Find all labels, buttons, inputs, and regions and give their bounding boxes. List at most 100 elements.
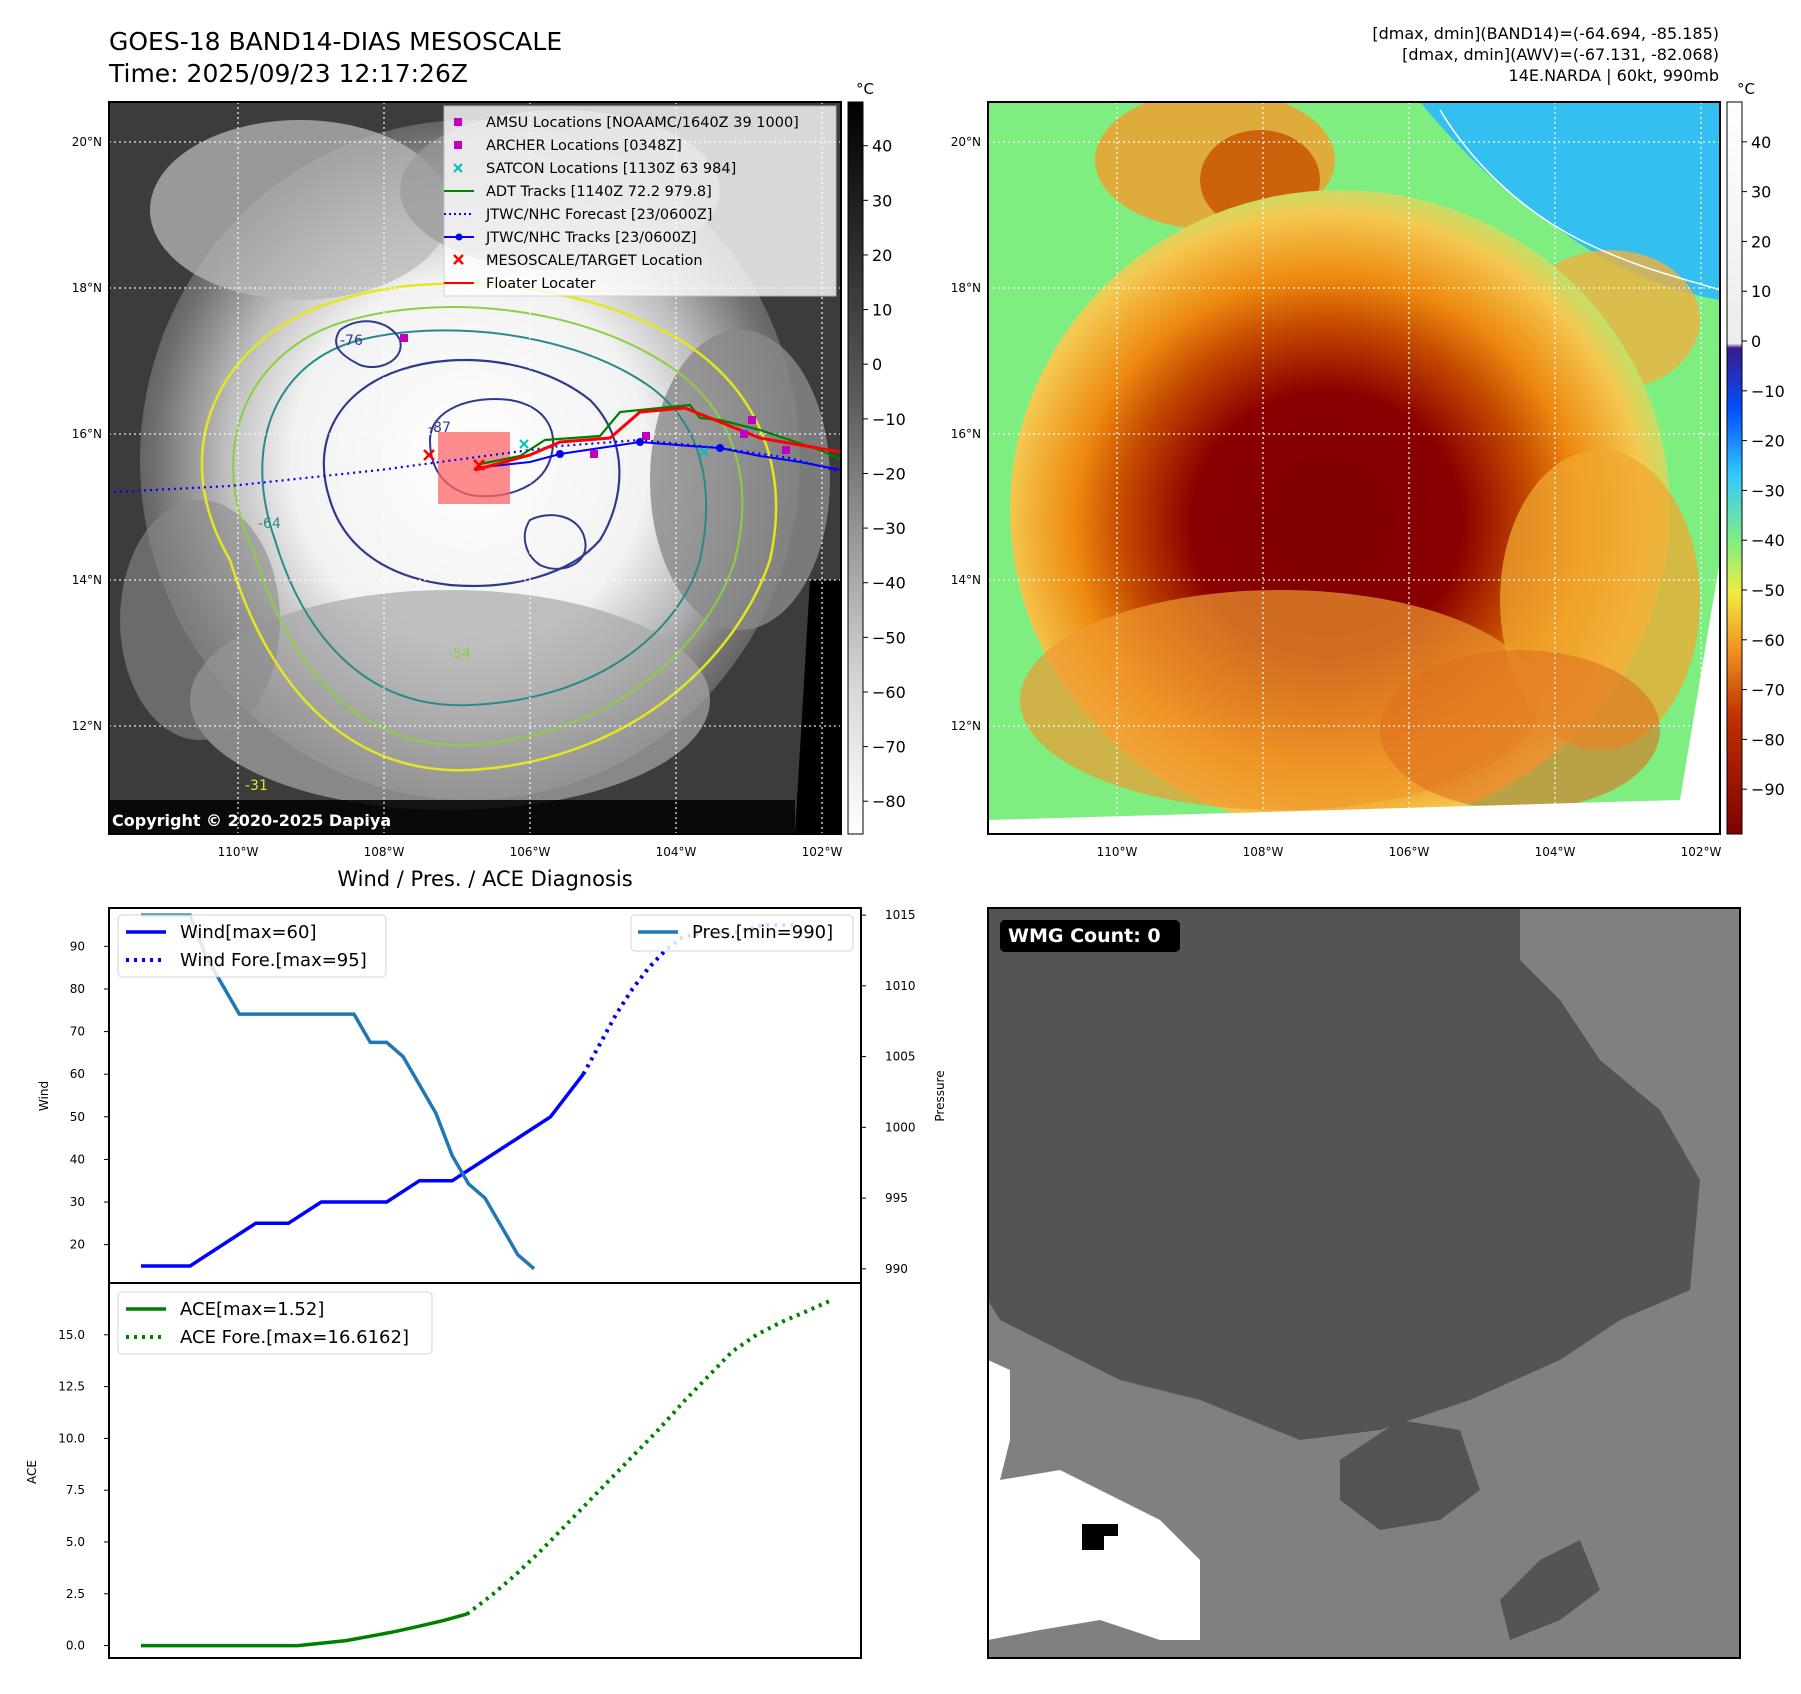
colorbar-tick-label: −20 [1751, 432, 1785, 451]
y-tick-label: 80 [70, 982, 85, 996]
figure-title: GOES-18 BAND14-DIAS MESOSCALE [109, 27, 562, 56]
pressure-axis-label: Pressure [933, 1070, 947, 1121]
legend-tracks: JTWC/NHC Tracks [23/0600Z] [485, 230, 697, 246]
y-tick-label: 995 [885, 1191, 908, 1205]
map-legend: AMSU Locations [NOAAMC/1640Z 39 1000] AR… [443, 105, 837, 297]
legend-pressure: Pres.[min=990] [692, 922, 833, 943]
floater-box [438, 432, 510, 504]
lat-tick: 12°N [72, 719, 102, 733]
pressure-legend: Pres.[min=990] [630, 914, 854, 952]
lat-tick: 14°N [72, 573, 102, 587]
lon-tick: 104°W [1535, 845, 1576, 859]
y-tick-label: 1005 [885, 1050, 916, 1064]
y-tick-label: 15.0 [58, 1328, 85, 1342]
clear-sky-region [1420, 102, 1720, 300]
colorbar-tick-label: 0 [1751, 332, 1761, 351]
series-line-wind-fore- [581, 923, 797, 1076]
colorbar-tick-label: −40 [872, 574, 906, 593]
contour-label: -31 [245, 778, 268, 794]
colorbar-tick-label: −80 [1751, 730, 1785, 749]
figure-timestamp: Time: 2025/09/23 12:17:26Z [108, 59, 468, 88]
wind-legend: Wind[max=60] Wind Fore.[max=95] [117, 914, 387, 978]
colorbar-tick-label: −30 [1751, 481, 1785, 500]
colorbar-tick-label: 40 [1751, 133, 1771, 152]
y-tick-label: 0.0 [66, 1639, 85, 1653]
colorbar-tick-label: −30 [872, 519, 906, 538]
colorbar-tick-label: 10 [872, 301, 892, 320]
y-tick-label: 12.5 [58, 1380, 85, 1394]
lat-tick: 16°N [72, 427, 102, 441]
y-tick-label: 2.5 [66, 1587, 85, 1601]
wmg-cold-region [988, 908, 1700, 1440]
colorbar-unit: °C [1737, 80, 1755, 98]
legend-wind-forecast: Wind Fore.[max=95] [180, 950, 367, 971]
lon-tick: 102°W [1681, 845, 1722, 859]
ir-color-map: 110°W 108°W 106°W 104°W 102°W 20°N 18°N … [951, 101, 1722, 859]
copyright-text: Copyright © 2020-2025 Dapiya [112, 811, 391, 830]
y-tick-label: 70 [70, 1025, 85, 1039]
colorbar-tick-label: −50 [872, 628, 906, 647]
y-tick-label: 50 [70, 1110, 85, 1124]
colorbar-tick-label: −90 [1751, 780, 1785, 799]
colorbar-tick-label: −10 [1751, 382, 1785, 401]
storm-info-text: 14E.NARDA | 60kt, 990mb [1509, 66, 1719, 85]
ace-legend: ACE[max=1.52] ACE Fore.[max=16.6162] [117, 1291, 433, 1355]
wind-axis-label: Wind [37, 1081, 51, 1111]
ir-grayscale-map: -76 -87 -64 -54 -31 [72, 101, 843, 859]
grayscale-colorbar: °C 40 30 20 10 0 −10 −20 −30 −40 −50 −60 −70 −80 [847, 80, 906, 835]
lon-tick: 104°W [656, 845, 697, 859]
colorbar-tick-label: −70 [1751, 681, 1785, 700]
lat-tick: 20°N [951, 135, 981, 149]
series-line-ace-fore- [465, 1299, 830, 1616]
y-tick-label: 30 [70, 1195, 85, 1209]
y-tick-label: 1000 [885, 1120, 916, 1134]
colorbar-tick-label: −40 [1751, 531, 1785, 550]
lat-tick: 12°N [951, 719, 981, 733]
lon-tick: 106°W [510, 845, 551, 859]
lon-tick: 110°W [218, 845, 259, 859]
color-colorbar: °C 40 30 20 10 0 −10 −20 −30 −40 −50 −60 −70 −80 −90 [1726, 80, 1785, 835]
legend-adt: ADT Tracks [1140Z 72.2 979.8] [486, 184, 712, 200]
colorbar-tick-label: −60 [1751, 631, 1785, 650]
contour-label: -64 [258, 516, 281, 532]
colorbar-unit: °C [856, 80, 874, 98]
legend-forecast: JTWC/NHC Forecast [23/0600Z] [485, 207, 712, 223]
colorbar-tick-label: −10 [872, 410, 906, 429]
wmg-label-box [1000, 920, 1180, 952]
legend-archer: ARCHER Locations [0348Z] [486, 138, 682, 154]
series-line-ace [141, 1612, 468, 1648]
adt-track [479, 403, 841, 466]
legend-floater: Floater Locater [486, 276, 595, 292]
floater-track [474, 406, 841, 472]
best-track [474, 440, 841, 471]
legend-wind: Wind[max=60] [180, 922, 317, 943]
band14-range-text: [dmax, dmin](BAND14)=(-64.694, -85.185) [1372, 24, 1719, 43]
wmg-panel: WMG Count: 0 [987, 907, 1741, 1659]
ir-no-data-wedge [795, 580, 841, 834]
legend-ace: ACE[max=1.52] [180, 1299, 324, 1320]
coastline [1439, 109, 1720, 291]
colorbar-tick-label: 20 [872, 246, 892, 265]
awv-range-text: [dmax, dmin](AWV)=(-67.131, -82.068) [1402, 45, 1719, 64]
y-tick-label: 90 [70, 939, 85, 953]
legend-ace-forecast: ACE Fore.[max=16.6162] [180, 1327, 409, 1348]
colorbar-tick-label: −70 [872, 738, 906, 757]
series-line-wind [141, 1073, 585, 1268]
lon-tick: 108°W [1243, 845, 1284, 859]
wmg-warm-region [988, 1360, 1200, 1640]
colorbar-tick-label: −80 [872, 792, 906, 811]
wmg-count-label: WMG Count: 0 [1008, 925, 1161, 947]
y-tick-label: 1010 [885, 979, 916, 993]
colorbar-tick-label: 0 [872, 355, 882, 374]
lat-tick: 18°N [951, 281, 981, 295]
y-tick-label: 40 [70, 1152, 85, 1166]
lat-tick: 14°N [951, 573, 981, 587]
legend-amsu: AMSU Locations [NOAAMC/1640Z 39 1000] [486, 115, 799, 131]
colorbar-tick-label: −50 [1751, 581, 1785, 600]
legend-mesoscale: MESOSCALE/TARGET Location [486, 253, 703, 269]
lon-tick: 110°W [1097, 845, 1138, 859]
y-tick-label: 10.0 [58, 1431, 85, 1445]
lon-tick: 102°W [802, 845, 843, 859]
